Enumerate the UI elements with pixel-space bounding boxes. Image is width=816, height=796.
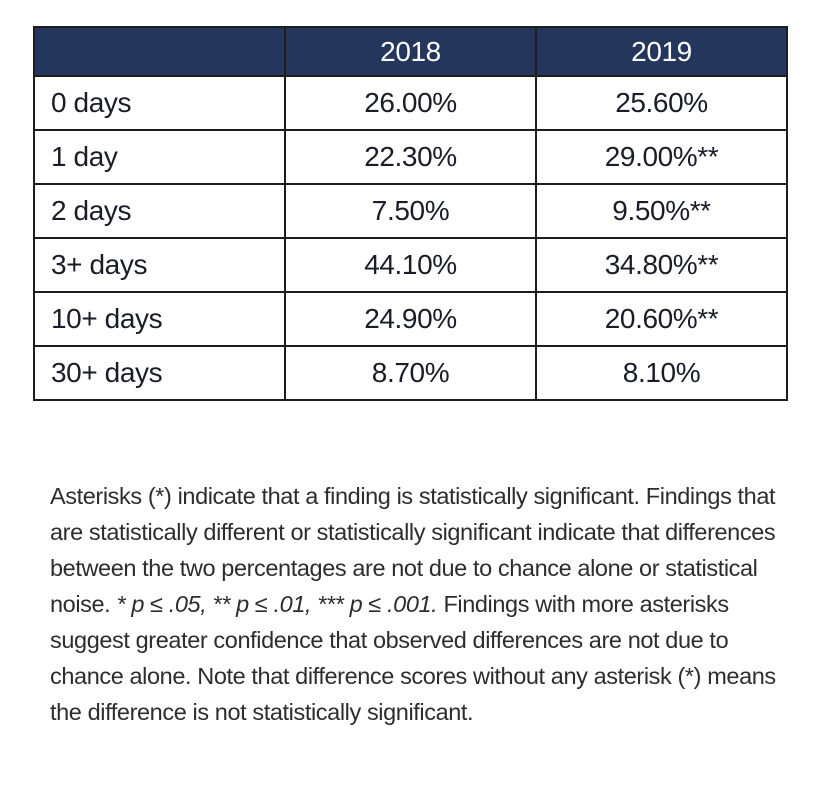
value-2019: 20.60%** <box>535 291 788 347</box>
header-cell-2018: 2018 <box>284 26 537 77</box>
note-text-part2: Findings with more asterisks suggest gre… <box>50 591 776 725</box>
row-label: 1 day <box>33 129 286 185</box>
note-text-part1: Asterisks (*) indicate that a finding is… <box>50 483 776 617</box>
significance-note: Asterisks (*) indicate that a finding is… <box>50 478 780 730</box>
value-2019: 8.10% <box>535 345 788 401</box>
table-row: 0 days 26.00% 25.60% <box>33 75 788 131</box>
table-row: 30+ days 8.70% 8.10% <box>33 345 788 401</box>
table-body: 0 days 26.00% 25.60% 1 day 22.30% 29.00%… <box>33 75 788 401</box>
value-2018: 7.50% <box>284 183 537 239</box>
days-comparison-table: 2018 2019 0 days 26.00% 25.60% 1 day 22.… <box>33 26 788 401</box>
value-2018: 44.10% <box>284 237 537 293</box>
value-2019: 9.50%** <box>535 183 788 239</box>
table-row: 10+ days 24.90% 20.60%** <box>33 291 788 347</box>
value-2018: 24.90% <box>284 291 537 347</box>
table-header-row: 2018 2019 <box>33 26 788 77</box>
value-2019: 34.80%** <box>535 237 788 293</box>
table-row: 3+ days 44.10% 34.80%** <box>33 237 788 293</box>
table-row: 1 day 22.30% 29.00%** <box>33 129 788 185</box>
value-2019: 29.00%** <box>535 129 788 185</box>
row-label: 2 days <box>33 183 286 239</box>
row-label: 30+ days <box>33 345 286 401</box>
value-2018: 22.30% <box>284 129 537 185</box>
table-header: 2018 2019 <box>33 26 788 77</box>
row-label: 10+ days <box>33 291 286 347</box>
header-cell-2019: 2019 <box>535 26 788 77</box>
header-cell-empty <box>33 26 286 77</box>
value-2019: 25.60% <box>535 75 788 131</box>
value-2018: 8.70% <box>284 345 537 401</box>
row-label: 3+ days <box>33 237 286 293</box>
value-2018: 26.00% <box>284 75 537 131</box>
note-pvalue-thresholds: * p ≤ .05, ** p ≤ .01, *** p ≤ .001. <box>116 591 438 617</box>
row-label: 0 days <box>33 75 286 131</box>
table-row: 2 days 7.50% 9.50%** <box>33 183 788 239</box>
